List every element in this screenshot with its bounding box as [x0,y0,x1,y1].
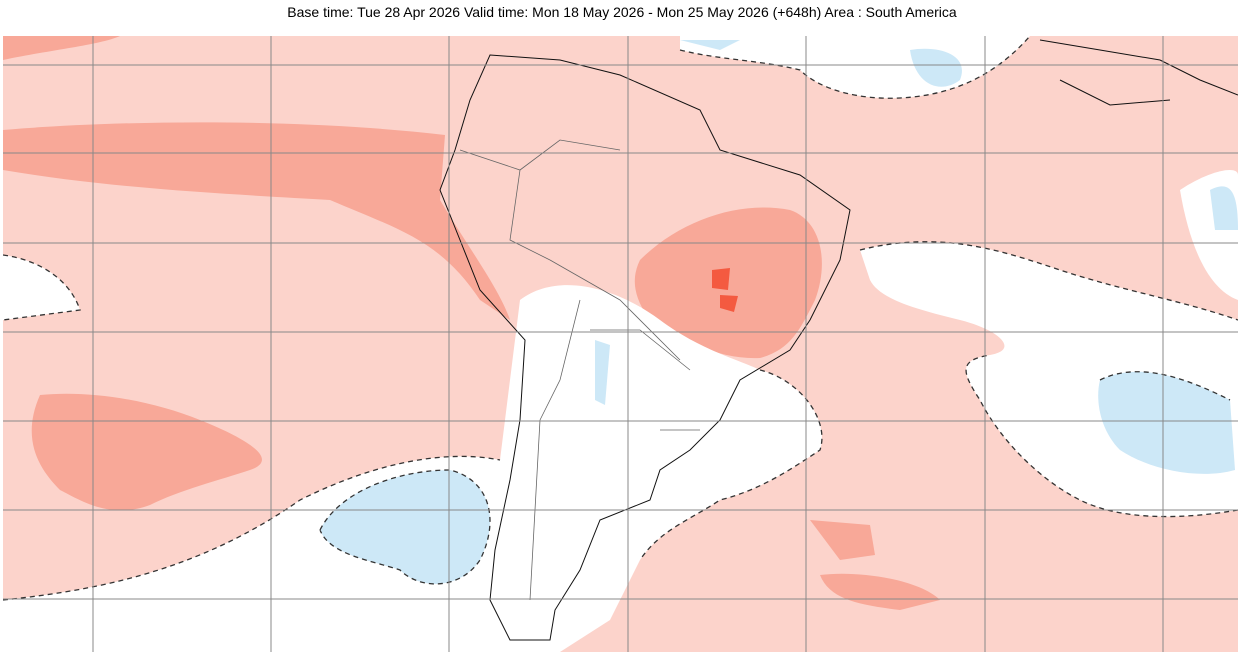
coastline [1039,39,1238,106]
contour [319,469,491,585]
hot-patch [712,268,738,312]
graticule [3,36,1238,652]
warm-band [3,122,510,321]
neutral-region [3,255,80,320]
cool-patch [1210,186,1238,230]
coastline [439,54,851,641]
contour [1099,371,1231,401]
warm-patch [3,36,120,60]
contour [859,241,1238,321]
cool-patch [1098,371,1235,474]
map-title: Base time: Tue 28 Apr 2026 Valid time: M… [287,4,957,20]
border [459,139,700,601]
warm-patch [810,520,940,610]
cool-patch [320,470,490,584]
map-layers [3,36,1238,652]
cool-patch [680,40,962,87]
contour [965,354,1238,518]
contour [3,455,501,601]
contour [639,369,823,561]
contour [679,36,1031,99]
warm-patch [31,393,262,511]
cool-patch [595,340,610,405]
contour [3,254,81,321]
neutral-region [3,285,822,652]
